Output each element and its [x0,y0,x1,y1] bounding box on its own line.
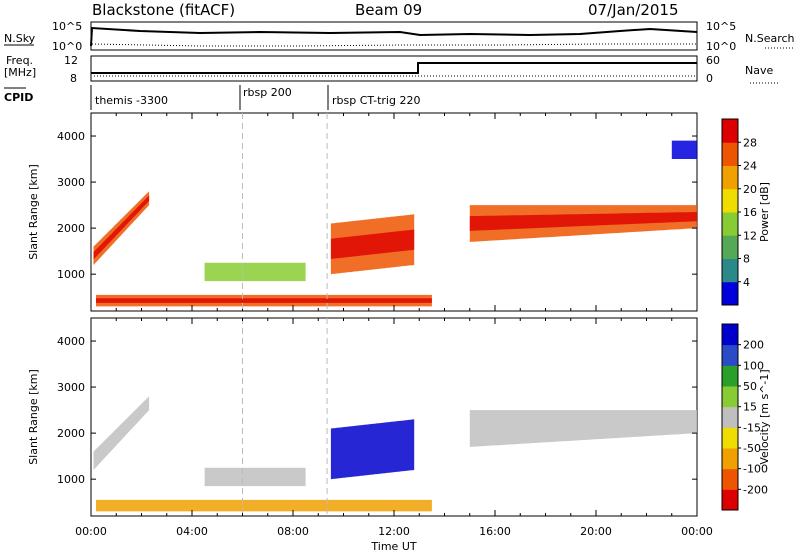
velocity-colorbar-swatch [722,365,738,387]
cpid-segment-1: themis -3300 [95,94,168,107]
power-colorbar-swatch [722,281,738,306]
velocity-ytick-label: 3000 [57,381,85,394]
velocity-colorbar-swatch [722,427,738,449]
power-ytick-label: 3000 [57,176,85,189]
power-echo-core [469,212,697,231]
power-colorbar-tick-label: 28 [743,136,757,149]
velocity-echo-region [204,467,306,487]
velocity-colorbar-tick-label: 200 [743,339,764,352]
power-ylabel: Slant Range [km] [27,164,40,260]
nsearch-tick-high: 10^5 [706,20,736,33]
velocity-colorbar: 200 100 50 15 -15 -50 -100 -200 [721,323,768,511]
velocity-echo-region [96,499,432,512]
velocity-ytick-label: 1000 [57,473,85,486]
power-colorbar-swatch [722,212,738,236]
freq-tick-high: 12 [64,54,78,67]
nave-tick-low: 0 [706,72,713,85]
power-ytick-label: 1000 [57,268,85,281]
freq-line [91,62,697,74]
nsky-line [90,26,698,47]
power-echo-core [93,195,150,260]
power-colorbar-tick-label: 4 [743,276,750,289]
velocity-x-axis: 00:00 04:00 08:00 12:00 16:00 20:00 00:00 [75,318,713,538]
power-echo-core [96,298,432,303]
freq-label-2: [MHz] [4,66,36,79]
velocity-colorbar-swatch [722,324,738,346]
power-colorbar-swatch [722,235,738,259]
velocity-colorbar-label: Velocity [m s^-1] [758,369,771,464]
velocity-y-axis: 1000 2000 3000 4000 [57,318,697,516]
velocity-echo-region [469,410,697,447]
nsearch-label: N.Search [745,32,795,45]
power-echo-region [204,262,306,282]
power-echo-layer [93,140,697,307]
velocity-colorbar-swatch [722,344,738,366]
power-colorbar-tick-label: 8 [743,253,750,266]
power-colorbar-swatch [722,142,738,166]
power-colorbar-tick-label: 20 [743,183,757,196]
velocity-xtick-label: 12:00 [378,525,410,538]
power-colorbar-swatch [722,165,738,190]
velocity-colorbar-tick-label: -200 [743,483,768,496]
velocity-colorbar-swatch [722,406,738,428]
velocity-colorbar-swatch [722,489,738,511]
power-colorbar-tick-label: 12 [743,229,757,242]
date-title: 07/Jan/2015 [588,1,679,19]
beam-title: Beam 09 [355,1,422,19]
velocity-colorbar-swatch [722,448,738,470]
velocity-panel: 1000 2000 3000 4000 00:00 04:00 08:00 12:00 16:… [27,317,771,553]
velocity-echo-region [93,396,150,470]
power-colorbar-swatch [722,188,738,213]
velocity-xtick-label: 16:00 [479,525,511,538]
velocity-colorbar-swatch [722,386,738,408]
freq-tick-low: 8 [70,72,77,85]
nsky-tick-high: 10^5 [52,20,82,33]
power-colorbar-label: Power [dB] [758,182,771,242]
nsearch-tick-low: 10^0 [706,40,736,53]
nsky-label: N.Sky [4,32,36,45]
velocity-xlabel: Time UT [370,540,416,553]
velocity-xtick-label: 00:00 [75,525,107,538]
power-ytick-label: 2000 [57,222,85,235]
nave-tick-high: 60 [706,54,720,67]
velocity-echo-layer [93,396,697,512]
power-colorbar-tick-label: 24 [743,160,757,173]
nsearch-dots [91,43,697,47]
velocity-colorbar-tick-label: 100 [743,359,764,372]
velocity-ytick-label: 4000 [57,335,85,348]
cpid-segment-3: rbsp CT-trig 220 [332,94,420,107]
velocity-xtick-label: 04:00 [176,525,208,538]
velocity-colorbar-tick-label: 50 [743,380,757,393]
power-colorbar-swatch [722,258,738,283]
power-y-axis: 1000 2000 3000 4000 [57,113,698,311]
velocity-colorbar-tick-label: -15 [743,421,761,434]
nsky-tick-low: 10^0 [52,40,82,53]
power-panel: 1000 2000 3000 4000 Slant Range [km] 4 8 12 16… [27,112,771,312]
velocity-xtick-label: 00:00 [681,525,713,538]
cpid-label: CPID [4,91,33,104]
freq-label-1: Freq. [6,54,33,67]
power-echo-region [671,140,697,159]
velocity-colorbar-swatch [722,468,738,490]
nave-label: Nave [745,64,773,77]
velocity-colorbar-frame [721,323,739,511]
power-colorbar-swatch [722,119,738,143]
velocity-xtick-label: 20:00 [580,525,612,538]
power-colorbar-tick-label: 16 [743,206,757,219]
velocity-colorbar-tick-label: -50 [743,442,761,455]
velocity-ylabel: Slant Range [km] [27,369,40,465]
velocity-echo-region [330,419,415,480]
velocity-colorbar-tick-label: 15 [743,401,757,414]
cpid-segment-2: rbsp 200 [243,86,292,99]
power-ytick-label: 4000 [57,130,85,143]
velocity-xtick-label: 08:00 [277,525,309,538]
velocity-ytick-label: 2000 [57,427,85,440]
power-echo-core [330,229,415,259]
velocity-colorbar-tick-label: -100 [743,463,768,476]
freq-panel [90,55,698,82]
power-colorbar: 4 8 12 16 20 24 28 [721,118,757,306]
station-title: Blackstone (fitACF) [92,1,235,19]
nsky-panel [90,21,698,51]
